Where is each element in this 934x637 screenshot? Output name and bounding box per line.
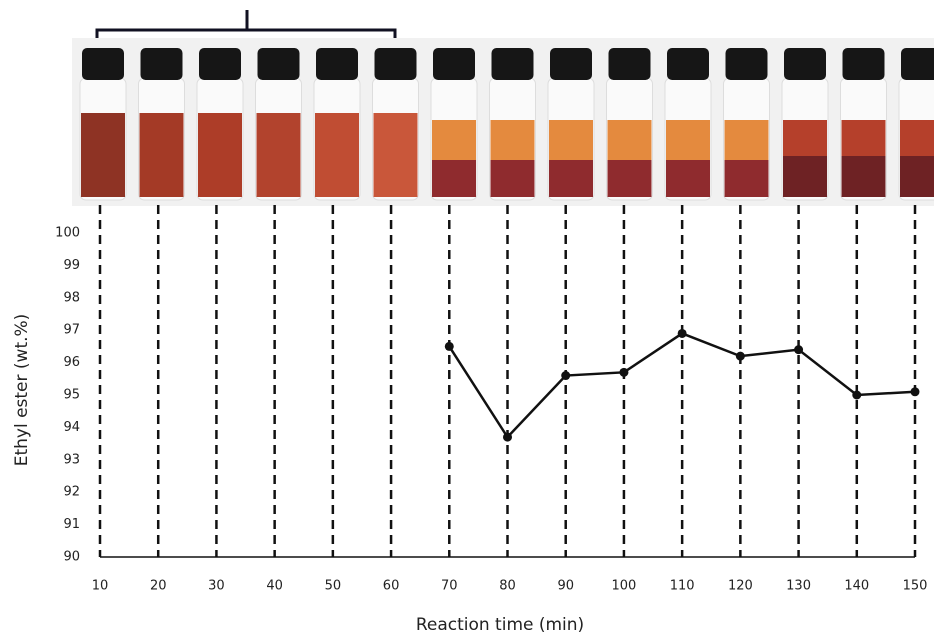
vial-lower-layer <box>607 160 652 197</box>
vial-lower-layer <box>841 156 886 197</box>
vial-upper-layer <box>783 120 827 156</box>
data-point <box>910 387 920 397</box>
x-tick-label: 60 <box>383 579 400 594</box>
vial-upper-layer <box>724 120 769 160</box>
x-tick-label: 110 <box>670 579 695 594</box>
vial-liquid <box>315 113 359 197</box>
vial-upper-layer <box>607 120 652 160</box>
x-tick-label: 140 <box>844 579 869 594</box>
vial-upper-layer <box>490 120 535 160</box>
vial-cap <box>667 48 709 80</box>
bracket <box>95 10 397 38</box>
vial-lower-layer <box>490 160 535 197</box>
data-point <box>561 371 571 381</box>
data-point <box>677 328 687 338</box>
y-tick-label: 96 <box>63 355 80 370</box>
vial-cap <box>901 48 934 80</box>
data-point <box>735 351 745 361</box>
y-tick-label: 90 <box>63 550 80 565</box>
y-tick-label: 97 <box>63 323 80 338</box>
vial-cap <box>608 48 651 80</box>
vial-photo <box>72 10 934 206</box>
data-point <box>503 432 512 442</box>
y-tick-label: 98 <box>63 290 80 305</box>
y-tick-label: 95 <box>63 388 80 403</box>
x-tick-label: 80 <box>499 579 516 594</box>
x-tick-label: 130 <box>786 579 811 594</box>
x-tick-label: 10 <box>92 579 109 594</box>
y-tick-label: 91 <box>63 517 80 532</box>
x-tick-label: 40 <box>266 579 283 594</box>
vial-cap <box>842 48 885 80</box>
y-tick-label: 99 <box>63 258 80 273</box>
vial-lower-layer <box>432 160 476 197</box>
x-axis-title: Reaction time (min) <box>416 615 584 635</box>
y-tick-label: 100 <box>55 226 80 241</box>
vial-upper-layer <box>841 120 886 156</box>
vial-liquid <box>198 113 242 197</box>
vial-cap <box>784 48 826 80</box>
data-point <box>619 367 629 377</box>
vial-lower-layer <box>724 160 769 197</box>
vial-liquid <box>139 113 184 197</box>
vial-cap <box>140 48 183 80</box>
x-tick-label: 120 <box>728 579 753 594</box>
vial-cap <box>257 48 300 80</box>
vial-cap <box>82 48 124 80</box>
data-point <box>852 390 862 400</box>
y-tick-label: 94 <box>63 420 80 435</box>
vial-cap <box>550 48 592 80</box>
vial-cap <box>433 48 475 80</box>
y-tick-label: 92 <box>63 485 80 500</box>
x-tick-label: 50 <box>325 579 342 594</box>
y-tick-label: 93 <box>63 452 80 467</box>
x-tick-label: 150 <box>903 579 928 594</box>
vial-lower-layer <box>549 160 593 197</box>
vial-lower-layer <box>666 160 710 197</box>
x-tick-label: 20 <box>150 579 167 594</box>
vial-liquid <box>373 113 418 197</box>
vial-upper-layer <box>549 120 593 160</box>
x-tick-label: 30 <box>208 579 225 594</box>
vial-cap <box>491 48 534 80</box>
vial-lower-layer <box>900 156 934 197</box>
vial-upper-layer <box>900 120 934 156</box>
x-tick-label: 100 <box>612 579 637 594</box>
vial-cap <box>316 48 358 80</box>
x-tick-label: 90 <box>557 579 574 594</box>
vial-lower-layer <box>783 156 827 197</box>
data-point <box>794 345 804 355</box>
vial-upper-layer <box>432 120 476 160</box>
vial-cap <box>725 48 768 80</box>
data-point <box>444 341 454 351</box>
vial-liquid <box>256 113 301 197</box>
vial-cap <box>374 48 417 80</box>
vial-upper-layer <box>666 120 710 160</box>
x-tick-label: 70 <box>441 579 458 594</box>
vial-liquid <box>81 113 125 197</box>
y-axis-title: Ethyl ester (wt.%) <box>12 314 32 467</box>
vial-cap <box>199 48 241 80</box>
